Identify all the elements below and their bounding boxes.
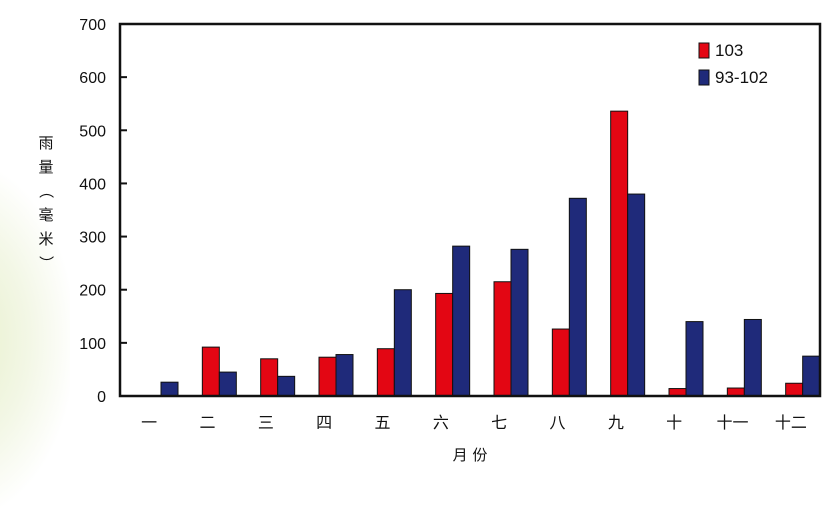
y-axis-label: 雨量 （ 毫米 ） <box>37 134 55 271</box>
bar-93-102 <box>627 193 646 397</box>
x-tick-label: 八 <box>549 413 565 432</box>
x-tick-label: 三 <box>258 413 274 432</box>
y-tick-label: 0 <box>97 389 106 406</box>
bar-103 <box>785 382 804 397</box>
x-tick-label: 五 <box>374 413 390 432</box>
x-tick-label: 一 <box>141 413 157 432</box>
bar-93-102 <box>452 245 471 397</box>
legend: 103 93-102 <box>698 41 768 87</box>
bar-93-102 <box>393 289 412 397</box>
y-axis-label-char: 米 <box>38 230 53 248</box>
bar-103 <box>318 356 337 397</box>
bar-103 <box>551 328 570 397</box>
legend-swatch <box>698 69 710 86</box>
y-tick-label: 700 <box>79 17 106 34</box>
y-tick-label: 300 <box>79 230 106 247</box>
bar-93-102 <box>743 318 762 397</box>
y-tick-label: 200 <box>79 283 106 300</box>
y-axis-label-char: （ <box>37 183 55 198</box>
x-tick-label: 七 <box>491 413 507 432</box>
bar-93-102 <box>335 354 354 397</box>
y-tick-label: 600 <box>79 70 106 87</box>
bar-93-102 <box>218 371 237 397</box>
x-tick-label: 六 <box>433 413 449 432</box>
legend-label: 93-102 <box>715 68 768 87</box>
y-axis-label-char: 毫 <box>38 206 53 224</box>
bar-103 <box>376 348 395 397</box>
x-axis-categories: 一 二 三 四 五 六 七 八 九 十 十一 十二 <box>141 413 807 432</box>
bar-103 <box>260 358 279 397</box>
bar-103 <box>493 281 512 397</box>
y-axis-label-char: ） <box>37 255 55 270</box>
x-tick-label: 二 <box>199 413 215 432</box>
x-axis-label: 月 份 <box>453 446 488 464</box>
y-tick-label: 500 <box>79 123 106 140</box>
bar-103 <box>435 292 454 397</box>
bar-103 <box>201 346 220 397</box>
legend-label: 103 <box>715 41 743 60</box>
background-glow <box>0 170 70 510</box>
x-tick-label: 十一 <box>716 413 748 432</box>
bar-103 <box>610 110 629 397</box>
bar-93-102 <box>510 248 529 397</box>
bar-93-102 <box>160 381 179 397</box>
plot-frame <box>118 22 822 398</box>
y-axis-label-char: 雨 <box>38 134 53 152</box>
x-tick-label: 十 <box>666 413 682 432</box>
bars <box>160 110 821 397</box>
bar-93-102 <box>802 355 821 397</box>
bar-93-102 <box>277 375 296 397</box>
bar-93-102 <box>685 321 704 397</box>
rainfall-bar-chart: 0 100 200 300 400 500 600 700 一 二 三 四 五 六 七 八 九 十 十一 十二 雨量… <box>37 17 822 464</box>
y-axis-label-char: 量 <box>38 158 53 176</box>
x-tick-label: 九 <box>608 413 624 432</box>
y-tick-label: 400 <box>79 176 106 193</box>
x-tick-label: 四 <box>316 413 332 432</box>
legend-swatch <box>698 42 710 59</box>
bar-93-102 <box>568 197 587 397</box>
x-tick-label: 十二 <box>775 413 807 432</box>
y-tick-label: 100 <box>79 336 106 353</box>
